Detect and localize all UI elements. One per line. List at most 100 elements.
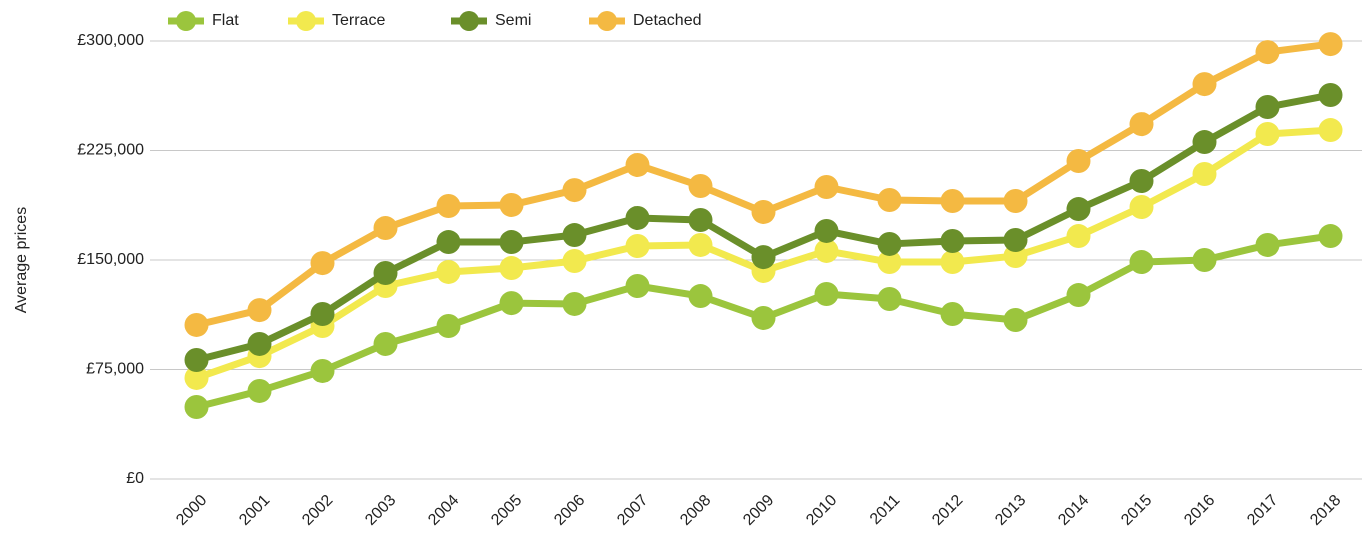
data-point — [562, 249, 587, 274]
data-point — [1192, 162, 1217, 187]
x-tick-label: 2004 — [425, 492, 462, 529]
x-tick-label: 2005 — [488, 492, 525, 529]
data-point — [751, 245, 776, 270]
data-point — [184, 312, 209, 337]
data-point — [562, 291, 587, 316]
x-tick-label: 2001 — [236, 492, 273, 529]
data-point — [1255, 232, 1280, 257]
x-tick-label: 2018 — [1307, 492, 1344, 529]
data-point — [1318, 224, 1343, 249]
data-point — [1129, 195, 1154, 220]
x-tick-label: 2006 — [551, 492, 588, 529]
data-point — [184, 395, 209, 420]
legend-marker — [176, 11, 196, 31]
data-point — [499, 230, 524, 255]
x-tick-label: 2003 — [362, 492, 399, 529]
data-point — [688, 173, 713, 198]
data-point — [877, 187, 902, 212]
data-point — [940, 250, 965, 275]
data-point — [877, 250, 902, 275]
data-point — [310, 358, 335, 383]
y-tick-label: £150,000 — [77, 251, 144, 268]
data-point — [247, 331, 272, 356]
data-point — [184, 365, 209, 390]
data-point — [310, 251, 335, 276]
x-tick-label: 2008 — [677, 492, 714, 529]
data-point — [877, 286, 902, 311]
x-tick-label: 2010 — [803, 492, 840, 529]
data-point — [625, 273, 650, 298]
data-point — [499, 192, 524, 217]
y-axis-label: Average prices — [13, 207, 30, 313]
data-point — [625, 152, 650, 177]
y-tick-label: £75,000 — [86, 361, 144, 378]
data-point — [1255, 40, 1280, 65]
data-point — [373, 260, 398, 285]
data-point — [814, 282, 839, 307]
data-point — [1192, 72, 1217, 97]
data-point — [1129, 250, 1154, 275]
legend-label: Terrace — [332, 12, 385, 29]
data-point — [184, 348, 209, 373]
x-tick-label: 2009 — [740, 492, 777, 529]
x-tick-label: 2007 — [614, 492, 651, 529]
x-tick-label: 2016 — [1181, 492, 1218, 529]
data-point — [1192, 248, 1217, 272]
x-tick-label: 2000 — [173, 492, 210, 529]
data-point — [1066, 197, 1091, 222]
data-point — [1318, 32, 1343, 57]
data-point — [814, 175, 839, 199]
data-point — [1255, 122, 1280, 147]
data-point — [1192, 130, 1217, 155]
data-point — [1318, 83, 1343, 108]
data-point — [1318, 118, 1343, 143]
data-point — [436, 230, 461, 255]
x-tick-label: 2014 — [1055, 492, 1092, 529]
x-tick-label: 2017 — [1244, 492, 1281, 529]
x-tick-label: 2012 — [929, 492, 966, 529]
y-tick-label: £225,000 — [77, 142, 144, 159]
data-point — [1066, 283, 1091, 308]
data-point — [940, 302, 965, 327]
data-point — [625, 205, 650, 230]
data-point — [1129, 169, 1154, 194]
data-point — [940, 229, 965, 254]
data-point — [688, 207, 713, 232]
legend-label: Flat — [212, 12, 239, 29]
y-tick-label: £300,000 — [77, 32, 144, 49]
data-point — [499, 291, 524, 316]
data-point — [247, 378, 272, 403]
x-tick-label: 2013 — [992, 492, 1029, 529]
data-point — [247, 298, 272, 323]
data-point — [373, 331, 398, 356]
legend-marker — [459, 11, 479, 31]
legend-label: Semi — [495, 12, 531, 29]
data-point — [877, 231, 902, 256]
data-point — [688, 284, 713, 309]
legend-label: Detached — [633, 12, 702, 29]
data-point — [562, 223, 587, 248]
data-point — [1003, 189, 1028, 214]
data-point — [436, 259, 461, 284]
x-tick-label: 2015 — [1118, 492, 1155, 529]
data-point — [436, 313, 461, 338]
data-point — [751, 305, 776, 330]
data-point — [562, 178, 587, 203]
data-point — [1066, 149, 1091, 174]
y-tick-label: £0 — [126, 470, 144, 487]
data-point — [688, 232, 713, 257]
data-point — [310, 302, 335, 327]
data-point — [1003, 227, 1028, 252]
x-tick-label: 2011 — [867, 492, 903, 528]
data-point — [1003, 308, 1028, 333]
data-point — [373, 216, 398, 241]
data-point — [751, 199, 776, 224]
legend-marker — [296, 11, 316, 31]
data-point — [1129, 112, 1154, 137]
data-point — [1066, 224, 1091, 249]
legend-marker — [597, 11, 617, 31]
data-point — [436, 193, 461, 218]
x-tick-label: 2002 — [299, 492, 336, 529]
data-point — [1255, 94, 1280, 119]
data-point — [625, 233, 650, 258]
